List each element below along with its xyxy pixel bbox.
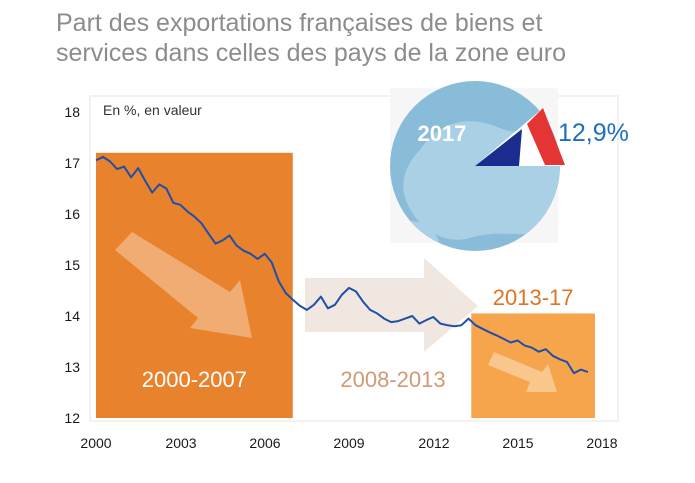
arrow-down-icon bbox=[115, 232, 252, 338]
y-tick-label: 15 bbox=[64, 257, 80, 273]
chart-title: Part des exportations françaises de bien… bbox=[56, 8, 686, 68]
flag-red-stripe bbox=[527, 108, 565, 165]
arrow-down-icon bbox=[488, 352, 557, 392]
y-tick-label: 12 bbox=[64, 410, 80, 426]
x-tick-label: 2009 bbox=[333, 435, 364, 451]
y-tick-label: 13 bbox=[64, 359, 80, 375]
y-tick-label: 18 bbox=[64, 104, 80, 120]
arrow-right-icon bbox=[305, 258, 478, 352]
y-tick-label: 17 bbox=[64, 155, 80, 171]
series-line bbox=[95, 155, 589, 375]
y-tick-label: 14 bbox=[64, 308, 80, 324]
y-tick-label: 16 bbox=[64, 206, 80, 222]
chart-title-line-1: Part des exportations françaises de bien… bbox=[56, 9, 543, 37]
x-tick-label: 2006 bbox=[249, 435, 280, 451]
inset-year: 2017 bbox=[418, 121, 467, 146]
chart-title-line-2: services dans celles des pays de la zone… bbox=[56, 39, 567, 67]
x-tick-label: 2012 bbox=[418, 435, 449, 451]
x-axis: 2000 2003 2006 2009 2012 2015 2018 bbox=[80, 435, 617, 451]
x-tick-label: 2015 bbox=[502, 435, 533, 451]
x-tick-label: 2018 bbox=[586, 435, 617, 451]
flag-blue-stripe bbox=[475, 129, 522, 166]
period-label-2013-17: 2013-17 bbox=[493, 285, 574, 310]
unit-label: En %, en valeur bbox=[103, 102, 202, 118]
y-axis: 18 17 16 15 14 13 12 bbox=[64, 104, 80, 426]
x-tick-label: 2000 bbox=[80, 435, 111, 451]
x-tick-label: 2003 bbox=[165, 435, 196, 451]
flag-wedge-icon bbox=[475, 108, 565, 166]
inset-share: 12,9% bbox=[558, 119, 629, 147]
period-label-2000-2007: 2000-2007 bbox=[142, 367, 247, 392]
inset-globe: 2017 12,9% bbox=[390, 81, 629, 251]
period-label-2008-2013: 2008-2013 bbox=[340, 367, 445, 392]
